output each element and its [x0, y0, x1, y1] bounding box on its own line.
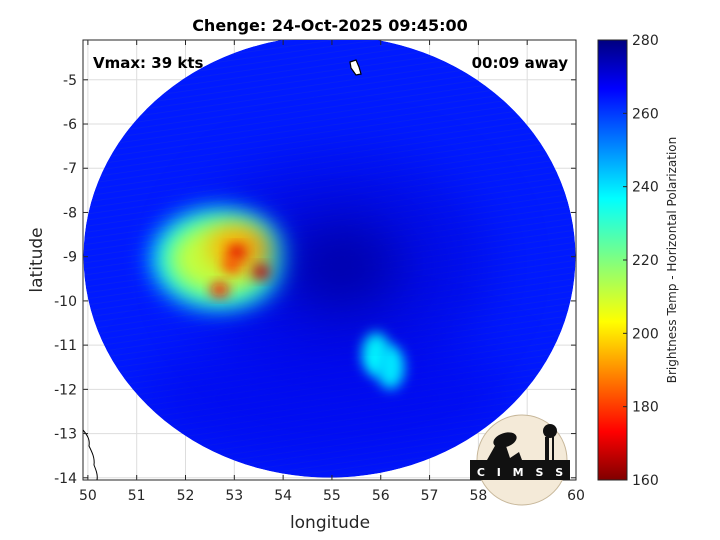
coastline	[82, 429, 98, 481]
core-blob	[227, 245, 246, 260]
rainband-blob	[376, 345, 405, 390]
y-tick-label: -7	[63, 161, 77, 177]
cimss-logo-text: C I M S S	[477, 466, 567, 479]
x-tick-label: 58	[469, 488, 487, 504]
time-away-annotation: 00:09 away	[472, 54, 569, 72]
colorbar-tick-label: 240	[632, 180, 659, 196]
colorbar-tick-label: 260	[632, 106, 659, 122]
colorbar-tick-label: 160	[632, 473, 659, 489]
y-tick-label: -10	[54, 294, 77, 310]
y-tick-label: -13	[54, 427, 77, 443]
y-axis-ticks: -5 -6 -7 -8 -9 -10 -11 -12 -13 -14	[54, 73, 576, 487]
vmax-annotation: Vmax: 39 kts	[93, 54, 203, 72]
core-blob	[222, 258, 241, 273]
y-tick-label: -9	[63, 250, 77, 266]
x-tick-label: 51	[128, 488, 146, 504]
y-tick-label: -11	[54, 338, 77, 354]
colorbar: 280 260 240 220 200 180 160 Brightness Temp - …	[597, 33, 679, 489]
y-tick-label: -12	[54, 382, 77, 398]
colorbar-tick-label: 200	[632, 326, 659, 342]
chart-title: Chenge: 24-Oct-2025 09:45:00	[192, 16, 468, 35]
y-tick-label: -14	[54, 471, 77, 487]
x-axis-label: longitude	[290, 513, 370, 533]
x-tick-label: 55	[323, 488, 341, 504]
x-tick-label: 60	[567, 488, 585, 504]
eye-region-blob	[281, 220, 402, 311]
colorbar-label: Brightness Temp - Horizontal Polarizatio…	[665, 137, 679, 384]
colorbar-tick-label: 280	[632, 33, 659, 49]
colorbar-ticks: 280 260 240 220 200 180 160	[623, 33, 659, 489]
x-tick-label: 53	[225, 488, 243, 504]
y-axis-label: latitude	[27, 227, 47, 292]
y-tick-label: -8	[63, 205, 77, 221]
x-tick-label: 50	[79, 488, 97, 504]
colorbar-tick-label: 220	[632, 253, 659, 269]
outer-band	[137, 328, 518, 469]
cimss-logo: C I M S S	[470, 414, 570, 506]
x-tick-label: 57	[421, 488, 439, 504]
y-tick-label: -5	[63, 73, 77, 89]
x-tick-label: 56	[372, 488, 390, 504]
colorbar-gradient	[597, 39, 628, 481]
core-blob	[252, 265, 271, 280]
x-tick-label: 52	[177, 488, 195, 504]
island-outline	[349, 59, 362, 76]
x-tick-label: 54	[274, 488, 292, 504]
microwave-swath	[83, 40, 576, 478]
core-blob	[210, 282, 229, 297]
y-tick-label: -6	[63, 117, 77, 133]
colorbar-tick-label: 180	[632, 400, 659, 416]
